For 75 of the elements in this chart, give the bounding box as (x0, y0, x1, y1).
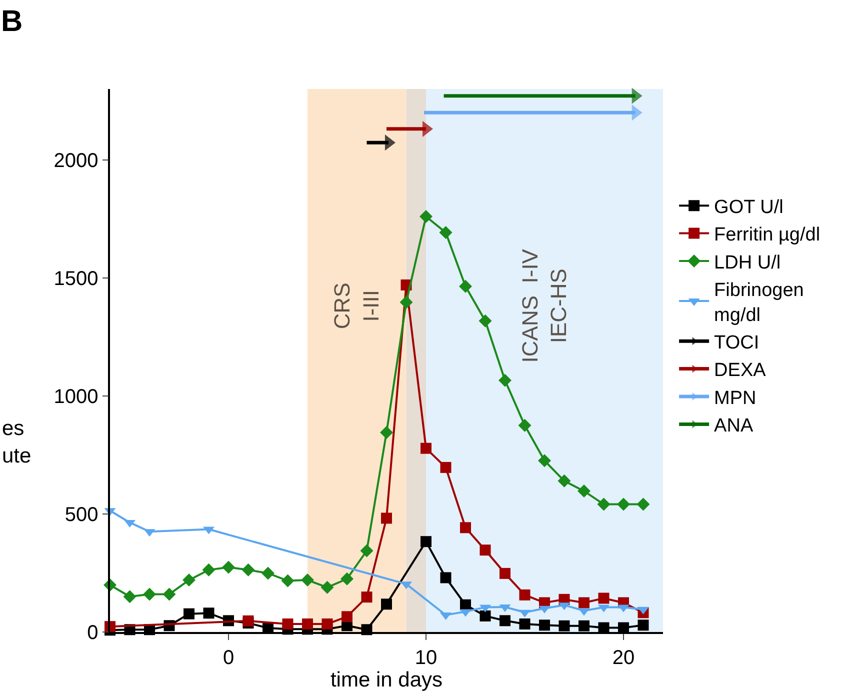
y-tick-label: 1500 (54, 268, 98, 290)
legend-label: GOT U/l (714, 197, 784, 218)
point (143, 588, 156, 601)
point (360, 544, 374, 558)
point (578, 597, 590, 608)
point (558, 620, 570, 632)
y-tick-label: 1000 (54, 386, 98, 408)
x-axis-title: time in days (330, 668, 443, 692)
legend-label: DEXA (714, 360, 766, 382)
point (440, 572, 452, 584)
point (518, 418, 532, 432)
point (636, 498, 650, 511)
point (361, 592, 372, 603)
point (638, 620, 649, 631)
y-tick-label: 2000 (54, 150, 98, 172)
point (282, 618, 294, 630)
point (380, 426, 393, 440)
legend-label: TOCI (714, 332, 760, 354)
point (222, 560, 235, 574)
point (558, 474, 571, 488)
point (500, 615, 510, 626)
point (578, 620, 590, 632)
point (498, 374, 512, 387)
point (539, 620, 550, 631)
point (459, 280, 472, 293)
point (301, 574, 314, 587)
point (162, 588, 176, 601)
y-axis-title: es ute (2, 417, 32, 468)
point (500, 568, 510, 579)
point (460, 522, 471, 534)
point (322, 618, 333, 630)
legend-label: LDH U/l (714, 252, 781, 274)
point (578, 484, 590, 498)
point (203, 608, 214, 619)
point (598, 592, 610, 604)
point (480, 544, 491, 556)
band-label: CRS I-III (330, 282, 384, 330)
point (302, 618, 313, 630)
x-tick-label: 0 (222, 646, 234, 669)
point (381, 512, 392, 524)
point (381, 598, 392, 610)
x-tick-label: 20 (612, 646, 635, 669)
x-tick-label: 10 (414, 646, 438, 669)
point (342, 611, 352, 622)
point (519, 589, 530, 600)
legend-label: MPN (714, 388, 756, 409)
point (184, 608, 194, 620)
point (340, 572, 354, 586)
point (440, 462, 452, 473)
point (123, 590, 136, 604)
chart-title: B (1, 5, 23, 38)
y-tick-label: 500 (64, 504, 98, 526)
point (281, 574, 294, 588)
point (242, 615, 254, 626)
band-label: ICANS I-IV IEC-HS (517, 248, 571, 363)
point (538, 454, 551, 468)
point (480, 610, 491, 622)
point (242, 563, 255, 576)
point (617, 498, 630, 511)
point (420, 442, 432, 454)
point (262, 566, 274, 580)
point (420, 536, 432, 548)
legend-label: Fibrinogen mg/dl (714, 280, 804, 326)
point (478, 314, 492, 328)
point (597, 498, 610, 511)
y-tick-label: 0 (87, 622, 98, 644)
point (320, 580, 334, 594)
point (439, 226, 452, 240)
point (519, 618, 530, 630)
point (182, 574, 196, 587)
point (420, 210, 432, 223)
legend-label: Ferritin µg/dl (714, 224, 820, 246)
point (400, 296, 413, 309)
legend-label: ANA (714, 416, 754, 437)
point (202, 563, 216, 576)
